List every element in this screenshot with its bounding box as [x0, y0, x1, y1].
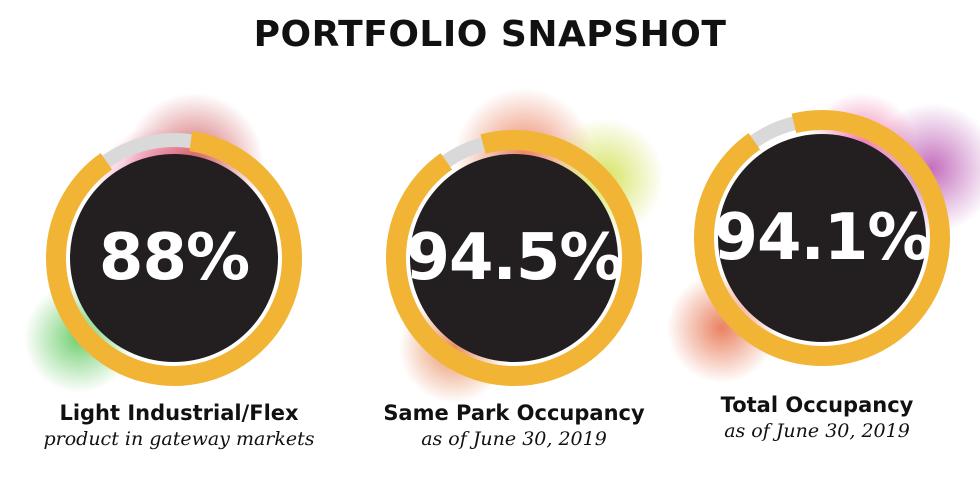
caption-label: Light Industrial/Flex [59, 401, 299, 425]
gauge-same-park-occupancy: 94.5% [364, 88, 664, 408]
gauge-value: 94.1% [713, 201, 931, 275]
gauge-light-industrial: 88% [24, 93, 324, 408]
caption-sublabel: as of June 30, 2019 [724, 420, 910, 442]
gauge-disc [718, 134, 926, 342]
caption-sublabel: as of June 30, 2019 [421, 428, 607, 450]
caption-total-occupancy: Total Occupancy as of June 30, 2019 [657, 392, 977, 444]
caption-label: Total Occupancy [720, 393, 914, 417]
gauge-progress-arc [386, 130, 642, 386]
gauge-progress-arc [694, 110, 950, 366]
gauge-value: 88% [98, 221, 250, 295]
gauge-ring-graphic [24, 93, 302, 393]
gauge-value: 94.5% [405, 221, 623, 295]
gauge-ring-graphic [667, 93, 980, 383]
gauge-disc [70, 154, 278, 362]
gauge-total-occupancy: 94.1% [667, 88, 980, 388]
caption-light-industrial: Light Industrial/Flex product in gateway… [19, 400, 339, 452]
page-title: PORTFOLIO SNAPSHOT [253, 14, 727, 55]
caption-label: Same Park Occupancy [383, 401, 645, 425]
caption-same-park-occupancy: Same Park Occupancy as of June 30, 2019 [354, 400, 674, 452]
gauge-progress-arc [46, 131, 302, 386]
gauge-disc [410, 154, 618, 362]
caption-sublabel: product in gateway markets [43, 428, 315, 450]
gauge-ring-graphic [386, 88, 664, 403]
